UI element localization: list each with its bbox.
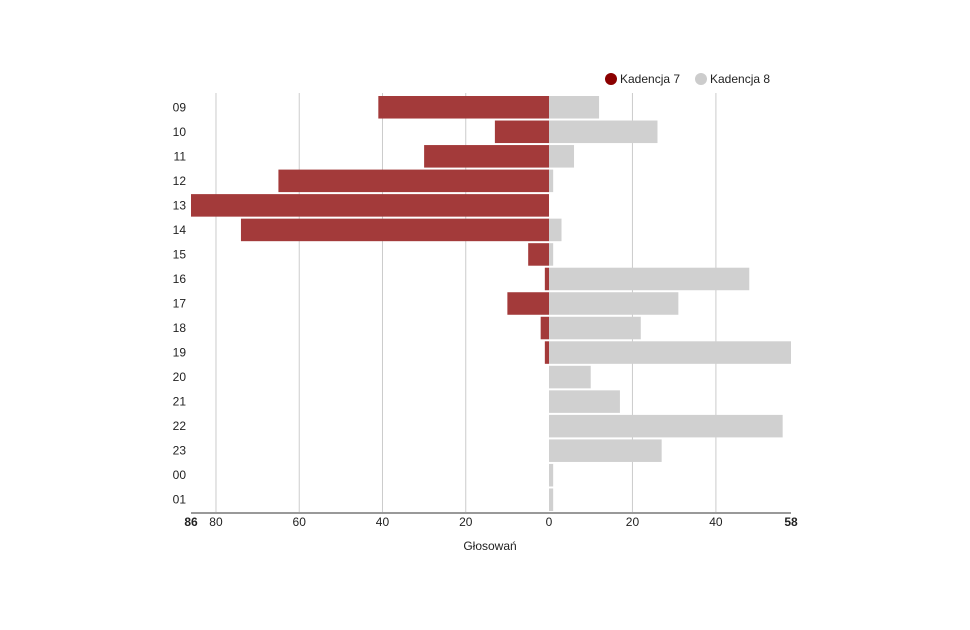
bar-kadencja-8-00[interactable] [549,464,553,487]
bar-kadencja-8-11[interactable] [549,145,574,168]
bar-kadencja-7-15[interactable] [528,243,549,266]
bar-kadencja-8-14[interactable] [549,219,562,242]
category-label: 15 [173,247,187,261]
bar-kadencja-8-10[interactable] [549,121,657,144]
bar-kadencja-7-14[interactable] [241,219,549,242]
bar-kadencja-8-12[interactable] [549,170,553,193]
bar-kadencja-8-17[interactable] [549,292,678,315]
category-label: 17 [173,297,187,311]
bar-kadencja-7-17[interactable] [507,292,549,315]
category-label: 22 [173,419,187,433]
category-label: 11 [174,149,187,163]
x-tick-label: 86 [184,515,198,529]
bar-kadencja-8-23[interactable] [549,439,662,462]
x-tick-label: 20 [459,515,473,529]
legend-swatch [605,73,617,85]
legend-label: Kadencja 7 [620,72,680,86]
legend-kadencja-7[interactable]: Kadencja 7 [605,72,680,86]
bar-kadencja-8-09[interactable] [549,96,599,119]
bar-kadencja-7-19[interactable] [545,341,549,364]
bar-kadencja-7-18[interactable] [541,317,549,340]
category-label: 10 [173,125,187,139]
bar-kadencja-7-13[interactable] [191,194,549,217]
category-label: 19 [173,346,187,360]
category-label: 18 [173,321,187,335]
x-axis-title: Głosowań [463,539,516,553]
bar-kadencja-7-09[interactable] [378,96,549,119]
category-label: 12 [173,174,187,188]
category-label: 20 [173,370,187,384]
bar-kadencja-7-11[interactable] [424,145,549,168]
bars [191,96,791,511]
category-label: 14 [173,223,187,237]
bar-kadencja-7-12[interactable] [278,170,549,193]
legend: Kadencja 7 Kadencja 8 [605,72,770,86]
category-label: 23 [173,444,187,458]
category-label: 00 [173,468,187,482]
bar-kadencja-8-21[interactable] [549,390,620,413]
bar-kadencja-7-10[interactable] [495,121,549,144]
category-label: 01 [173,493,187,507]
x-tick-label: 40 [709,515,723,529]
category-label: 21 [173,395,187,409]
legend-label: Kadencja 8 [710,72,770,86]
bar-kadencja-8-20[interactable] [549,366,591,389]
x-tick-label: 58 [784,515,798,529]
x-tick-label: 40 [376,515,390,529]
bar-kadencja-8-19[interactable] [549,341,791,364]
bar-kadencja-8-16[interactable] [549,268,749,291]
category-label: 09 [173,100,187,114]
x-tick-label: 0 [546,515,553,529]
x-tick-label: 20 [626,515,640,529]
bar-kadencja-7-16[interactable] [545,268,549,291]
x-tick-label: 60 [293,515,307,529]
category-label: 16 [173,272,187,286]
legend-swatch [695,73,707,85]
category-label: 13 [173,198,187,212]
legend-kadencja-8[interactable]: Kadencja 8 [695,72,770,86]
bar-kadencja-8-01[interactable] [549,488,553,511]
bar-kadencja-8-18[interactable] [549,317,641,340]
x-tick-label: 80 [209,515,223,529]
bar-kadencja-8-22[interactable] [549,415,783,438]
bar-kadencja-8-15[interactable] [549,243,553,266]
